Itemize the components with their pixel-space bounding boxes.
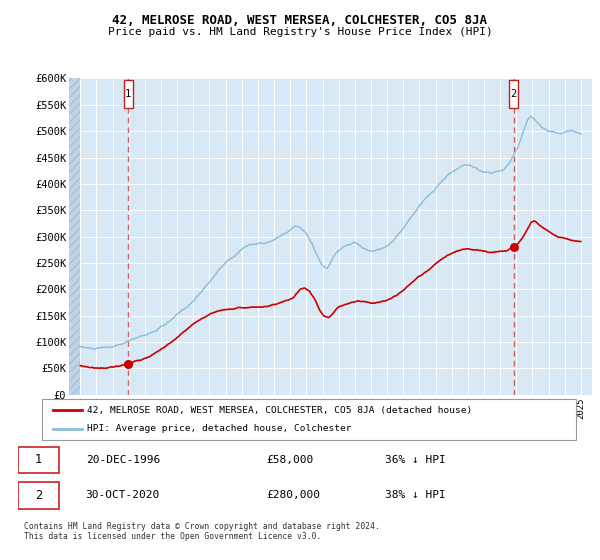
FancyBboxPatch shape bbox=[509, 80, 518, 108]
Text: £58,000: £58,000 bbox=[266, 455, 313, 465]
FancyBboxPatch shape bbox=[42, 399, 576, 440]
Text: This data is licensed under the Open Government Licence v3.0.: This data is licensed under the Open Gov… bbox=[24, 532, 322, 541]
Text: 38% ↓ HPI: 38% ↓ HPI bbox=[385, 491, 445, 500]
FancyBboxPatch shape bbox=[18, 482, 59, 508]
FancyBboxPatch shape bbox=[18, 446, 59, 473]
Text: Price paid vs. HM Land Registry's House Price Index (HPI): Price paid vs. HM Land Registry's House … bbox=[107, 27, 493, 37]
Text: 36% ↓ HPI: 36% ↓ HPI bbox=[385, 455, 445, 465]
Text: 2: 2 bbox=[511, 89, 517, 99]
Text: 42, MELROSE ROAD, WEST MERSEA, COLCHESTER, CO5 8JA (detached house): 42, MELROSE ROAD, WEST MERSEA, COLCHESTE… bbox=[88, 405, 473, 414]
Text: HPI: Average price, detached house, Colchester: HPI: Average price, detached house, Colc… bbox=[88, 424, 352, 433]
FancyBboxPatch shape bbox=[124, 80, 133, 108]
Text: 2: 2 bbox=[35, 489, 42, 502]
Text: 1: 1 bbox=[35, 453, 42, 466]
Bar bbox=[69, 78, 80, 395]
Text: 20-DEC-1996: 20-DEC-1996 bbox=[86, 455, 160, 465]
Text: Contains HM Land Registry data © Crown copyright and database right 2024.: Contains HM Land Registry data © Crown c… bbox=[24, 522, 380, 531]
Text: £280,000: £280,000 bbox=[266, 491, 320, 500]
Text: 1: 1 bbox=[125, 89, 131, 99]
Text: 30-OCT-2020: 30-OCT-2020 bbox=[86, 491, 160, 500]
Text: 42, MELROSE ROAD, WEST MERSEA, COLCHESTER, CO5 8JA: 42, MELROSE ROAD, WEST MERSEA, COLCHESTE… bbox=[113, 14, 487, 27]
